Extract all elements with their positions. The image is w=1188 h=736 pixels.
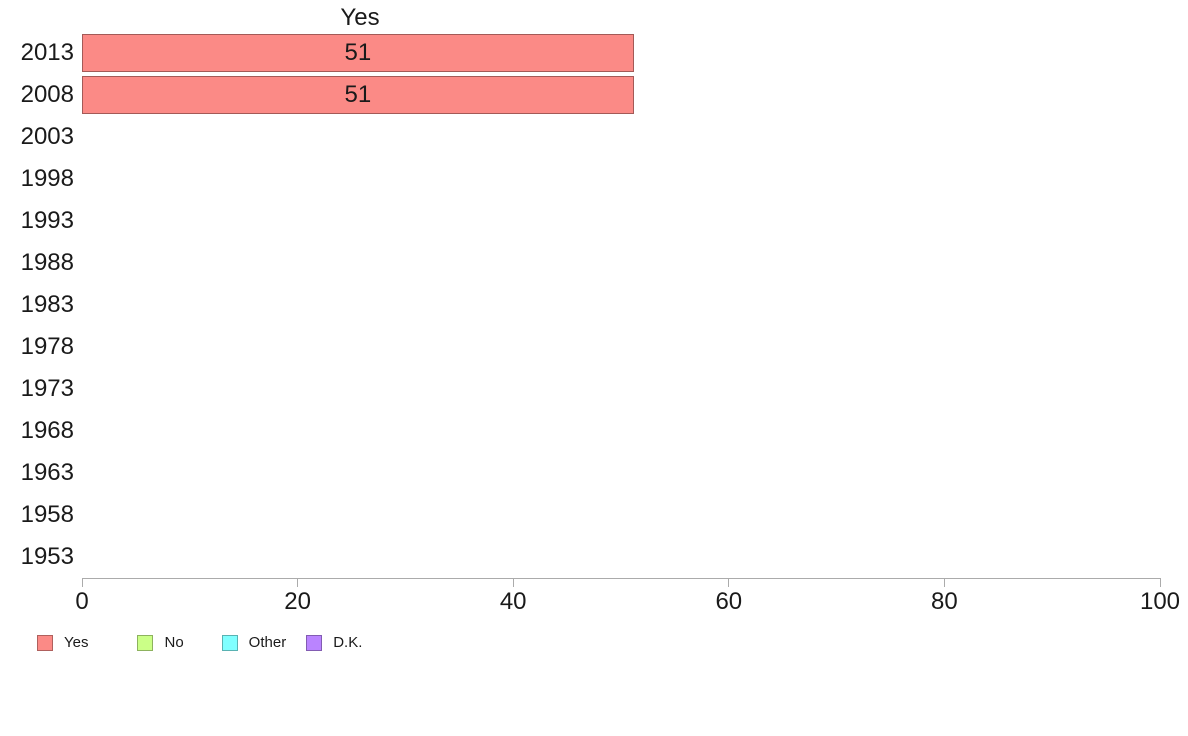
category-row: 2013 51 <box>0 32 1160 74</box>
legend-swatch <box>221 634 238 651</box>
x-axis-tick <box>1159 578 1161 587</box>
x-axis-tick-label: 20 <box>284 588 311 615</box>
x-axis-tick-label: 60 <box>715 588 743 615</box>
bar: 51 <box>82 76 634 114</box>
y-axis-label: 2008 <box>20 81 74 108</box>
y-axis-label: 1963 <box>20 459 74 486</box>
y-axis-label: 2013 <box>20 39 74 66</box>
category-row: 1993 <box>0 200 1160 242</box>
legend-label: No <box>164 634 184 651</box>
legend-item: Yes <box>37 634 88 651</box>
legend-label: Yes <box>64 634 89 651</box>
y-axis-label: 1953 <box>20 543 74 570</box>
legend-item: D.K. <box>306 634 362 651</box>
legend-label: Other <box>248 634 287 651</box>
legend-swatch <box>37 634 53 651</box>
category-row: 1968 <box>0 410 1160 452</box>
x-axis-tick <box>512 578 514 587</box>
x-axis-tick <box>728 578 730 587</box>
bar-value-label: 51 <box>344 39 372 66</box>
y-axis-label: 1968 <box>20 417 74 444</box>
category-row: 2008 51 <box>0 74 1160 116</box>
category-row: 1978 <box>0 326 1160 368</box>
y-axis-label: 1993 <box>20 207 74 234</box>
x-axis-tick <box>943 578 945 587</box>
bar: 51 <box>82 34 634 72</box>
category-row: 1953 <box>0 536 1160 578</box>
y-axis-label: 2003 <box>20 123 74 150</box>
x-axis-tick-label: 0 <box>75 588 89 615</box>
x-axis-tick-label: 100 <box>1139 588 1181 615</box>
x-axis-tick-label: 40 <box>499 588 527 615</box>
category-row: 1988 <box>0 242 1160 284</box>
y-axis-label: 1973 <box>20 375 74 402</box>
legend-swatch <box>306 634 323 651</box>
legend-swatch <box>137 634 154 651</box>
y-axis-label: 1988 <box>20 249 74 276</box>
category-row: 1998 <box>0 158 1160 200</box>
category-row: 1963 <box>0 452 1160 494</box>
legend-label: D.K. <box>333 634 363 651</box>
chart-title: Yes <box>340 4 380 31</box>
y-axis-label: 1983 <box>20 291 74 318</box>
legend: Yes No Other D.K. <box>37 634 362 651</box>
x-axis-tick <box>297 578 299 587</box>
category-row: 1983 <box>0 284 1160 326</box>
category-row: 1958 <box>0 494 1160 536</box>
x-axis-line <box>82 578 1160 579</box>
x-axis-tick <box>81 578 83 587</box>
y-axis-label: 1978 <box>20 333 74 360</box>
legend-item: Other <box>221 634 287 651</box>
legend-item: No <box>137 634 184 651</box>
y-axis-label: 1998 <box>20 165 74 192</box>
bar-value-label: 51 <box>344 81 372 108</box>
category-row: 2003 <box>0 116 1160 158</box>
y-axis-label: 1958 <box>20 501 74 528</box>
category-row: 1973 <box>0 368 1160 410</box>
x-axis-tick-label: 80 <box>931 588 958 615</box>
